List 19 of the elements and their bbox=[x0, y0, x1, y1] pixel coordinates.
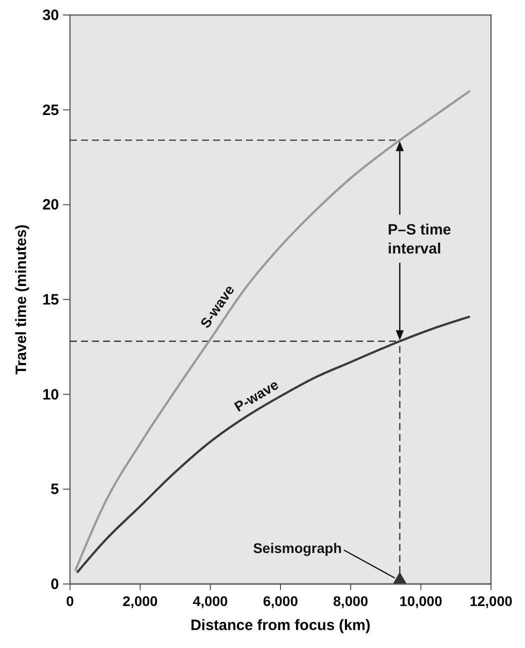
x-tick-label: 6,000 bbox=[262, 593, 298, 609]
x-tick-label: 12,000 bbox=[470, 593, 513, 609]
x-tick-label: 10,000 bbox=[399, 593, 442, 609]
y-axis-title: Travel time (minutes) bbox=[13, 224, 30, 375]
x-tick-label: 0 bbox=[66, 593, 74, 609]
y-tick-label: 15 bbox=[42, 292, 59, 308]
line-series bbox=[74, 90, 472, 572]
x-axis-title: Distance from focus (km) bbox=[190, 617, 371, 634]
y-tick-label: 30 bbox=[42, 7, 59, 24]
y-tick-label: 5 bbox=[50, 481, 59, 498]
annotation: Seismograph bbox=[253, 540, 342, 556]
y-tick-label: 20 bbox=[42, 196, 59, 214]
y-tick-label: 0 bbox=[50, 576, 59, 593]
y-tick-label: 25 bbox=[42, 102, 59, 119]
x-tick-label: 8,000 bbox=[333, 593, 368, 609]
annotation: P–S time interval bbox=[388, 222, 452, 258]
y-tick-label: 10 bbox=[42, 386, 59, 404]
x-tick-label: 2,000 bbox=[122, 593, 158, 609]
x-tick-label: 4,000 bbox=[192, 593, 228, 609]
